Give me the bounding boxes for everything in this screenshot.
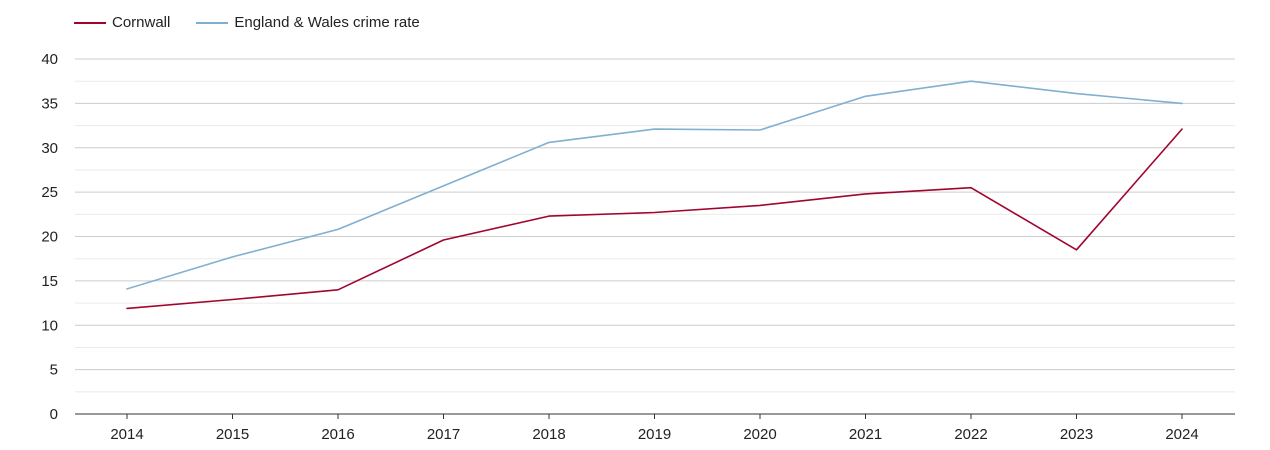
x-tick-label: 2017	[427, 426, 460, 443]
gridlines	[75, 58, 1235, 393]
x-tick-label: 2023	[1060, 426, 1093, 443]
y-tick-label: 10	[41, 317, 58, 334]
x-tick-label: 2019	[638, 426, 671, 443]
x-tick-label: 2021	[849, 426, 882, 443]
axes: 0 5 10 15 20 25 30 35 40 2014 2015 2016 2017 2018 2019…	[41, 51, 1235, 443]
x-tick-label: 2022	[954, 426, 987, 443]
x-tick-label: 2014	[110, 426, 143, 443]
x-tick-label: 2016	[321, 426, 354, 443]
x-tick-label: 2020	[743, 426, 776, 443]
series-lines	[126, 80, 1183, 310]
y-tick-label: 15	[41, 273, 58, 290]
legend-item-england-wales: England & Wales crime rate	[196, 14, 420, 31]
x-tick-label: 2015	[216, 426, 249, 443]
legend-label-cornwall: Cornwall	[112, 14, 171, 31]
legend-swatch-england-wales	[196, 21, 229, 24]
legend-swatch-cornwall	[74, 21, 106, 24]
legend-label-england-wales: England & Wales crime rate	[234, 14, 420, 31]
series-line-england-wales-crime-rate	[126, 80, 1183, 290]
y-tick-label: 0	[50, 406, 58, 423]
series-line-cornwall	[126, 128, 1183, 310]
legend-item-cornwall: Cornwall	[74, 14, 170, 31]
y-tick-label: 40	[41, 51, 58, 68]
y-tick-label: 30	[41, 140, 58, 157]
chart-legend: Cornwall England & Wales crime rate	[74, 14, 446, 31]
x-tick-label: 2024	[1165, 426, 1198, 443]
y-tick-label: 25	[41, 184, 58, 201]
y-tick-label: 5	[50, 362, 58, 379]
y-tick-label: 20	[41, 229, 58, 246]
x-tick-label: 2018	[532, 426, 565, 443]
y-tick-label: 35	[41, 95, 58, 112]
